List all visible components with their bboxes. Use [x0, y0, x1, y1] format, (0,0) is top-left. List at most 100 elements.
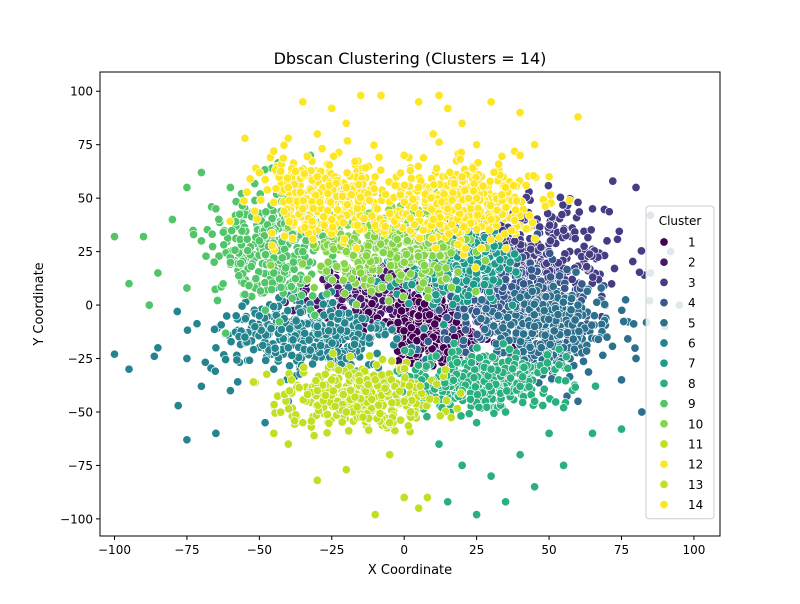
- data-point: [269, 400, 279, 410]
- data-point: [306, 416, 316, 426]
- data-point: [434, 439, 444, 449]
- data-point: [399, 150, 409, 160]
- data-point: [432, 163, 442, 173]
- data-point: [440, 365, 450, 375]
- legend-marker: [659, 257, 669, 267]
- data-point: [267, 241, 277, 251]
- data-point: [182, 435, 192, 445]
- data-point: [452, 357, 462, 368]
- data-point: [583, 367, 594, 377]
- data-point: [510, 236, 520, 246]
- data-point: [284, 195, 294, 205]
- y-tick-label: −75: [68, 459, 93, 473]
- data-point: [290, 166, 301, 176]
- data-point: [316, 340, 326, 351]
- data-point: [392, 334, 402, 344]
- data-point: [336, 325, 346, 335]
- data-point: [324, 180, 334, 191]
- data-point: [365, 351, 375, 361]
- data-point: [124, 279, 134, 289]
- data-point: [433, 263, 443, 273]
- data-point: [196, 167, 206, 178]
- data-point: [484, 381, 494, 391]
- data-point: [275, 377, 286, 387]
- data-point: [318, 299, 328, 309]
- data-point: [484, 225, 494, 235]
- data-point: [250, 206, 260, 216]
- y-tick-label: 50: [78, 192, 93, 206]
- data-point: [302, 389, 313, 399]
- data-point: [240, 133, 250, 143]
- data-point: [392, 234, 402, 244]
- data-point: [182, 353, 192, 364]
- data-point: [341, 465, 351, 475]
- data-point: [182, 182, 192, 193]
- data-point: [546, 272, 556, 282]
- data-point: [329, 151, 339, 161]
- data-point: [324, 326, 334, 336]
- data-point: [422, 412, 432, 422]
- data-point: [509, 181, 519, 191]
- data-point: [421, 361, 431, 371]
- data-point: [334, 308, 344, 319]
- data-point: [562, 328, 573, 338]
- data-point: [529, 171, 539, 181]
- data-point: [298, 97, 308, 107]
- data-point: [288, 233, 298, 243]
- data-point: [501, 182, 511, 193]
- data-point: [477, 295, 487, 305]
- data-point: [430, 319, 440, 329]
- data-point: [240, 289, 250, 299]
- data-point: [399, 492, 409, 503]
- legend-label: 6: [688, 337, 696, 351]
- data-point: [267, 284, 277, 295]
- data-point: [248, 377, 258, 387]
- data-point: [266, 324, 276, 334]
- data-point: [295, 307, 305, 317]
- data-point: [602, 332, 612, 342]
- data-point: [342, 168, 352, 178]
- legend-label: 12: [688, 458, 703, 472]
- data-point: [308, 234, 318, 244]
- data-point: [235, 209, 245, 219]
- data-point: [364, 195, 374, 205]
- data-point: [254, 236, 264, 246]
- data-point: [370, 172, 380, 182]
- data-point: [616, 424, 627, 434]
- data-point: [439, 320, 449, 330]
- data-point: [494, 159, 504, 169]
- data-point: [219, 240, 229, 250]
- legend-marker: [659, 237, 669, 247]
- data-point: [590, 381, 601, 391]
- data-point: [452, 311, 463, 321]
- data-point: [582, 262, 592, 272]
- data-point: [282, 173, 293, 183]
- legend-label: 2: [688, 256, 696, 270]
- data-point: [608, 176, 618, 186]
- points-layer: [109, 90, 684, 520]
- data-point: [369, 184, 379, 194]
- legend-marker: [659, 318, 669, 328]
- y-axis-label: Y Coordinate: [32, 262, 47, 346]
- data-point: [380, 329, 390, 340]
- legend-marker: [659, 358, 669, 368]
- data-point: [518, 372, 528, 382]
- data-point: [459, 222, 469, 232]
- data-point: [539, 366, 549, 376]
- data-point: [544, 172, 554, 182]
- data-point: [281, 263, 291, 273]
- legend-box: [645, 205, 715, 520]
- data-point: [396, 270, 406, 280]
- data-point: [351, 300, 362, 310]
- data-point: [260, 175, 270, 185]
- data-point: [287, 293, 297, 303]
- data-point: [486, 471, 496, 481]
- data-point: [211, 343, 221, 353]
- data-point: [337, 191, 348, 201]
- data-point: [385, 304, 395, 314]
- data-point: [288, 257, 298, 267]
- data-point: [374, 400, 384, 410]
- data-point: [399, 396, 409, 406]
- data-point: [507, 300, 518, 310]
- data-point: [323, 189, 333, 199]
